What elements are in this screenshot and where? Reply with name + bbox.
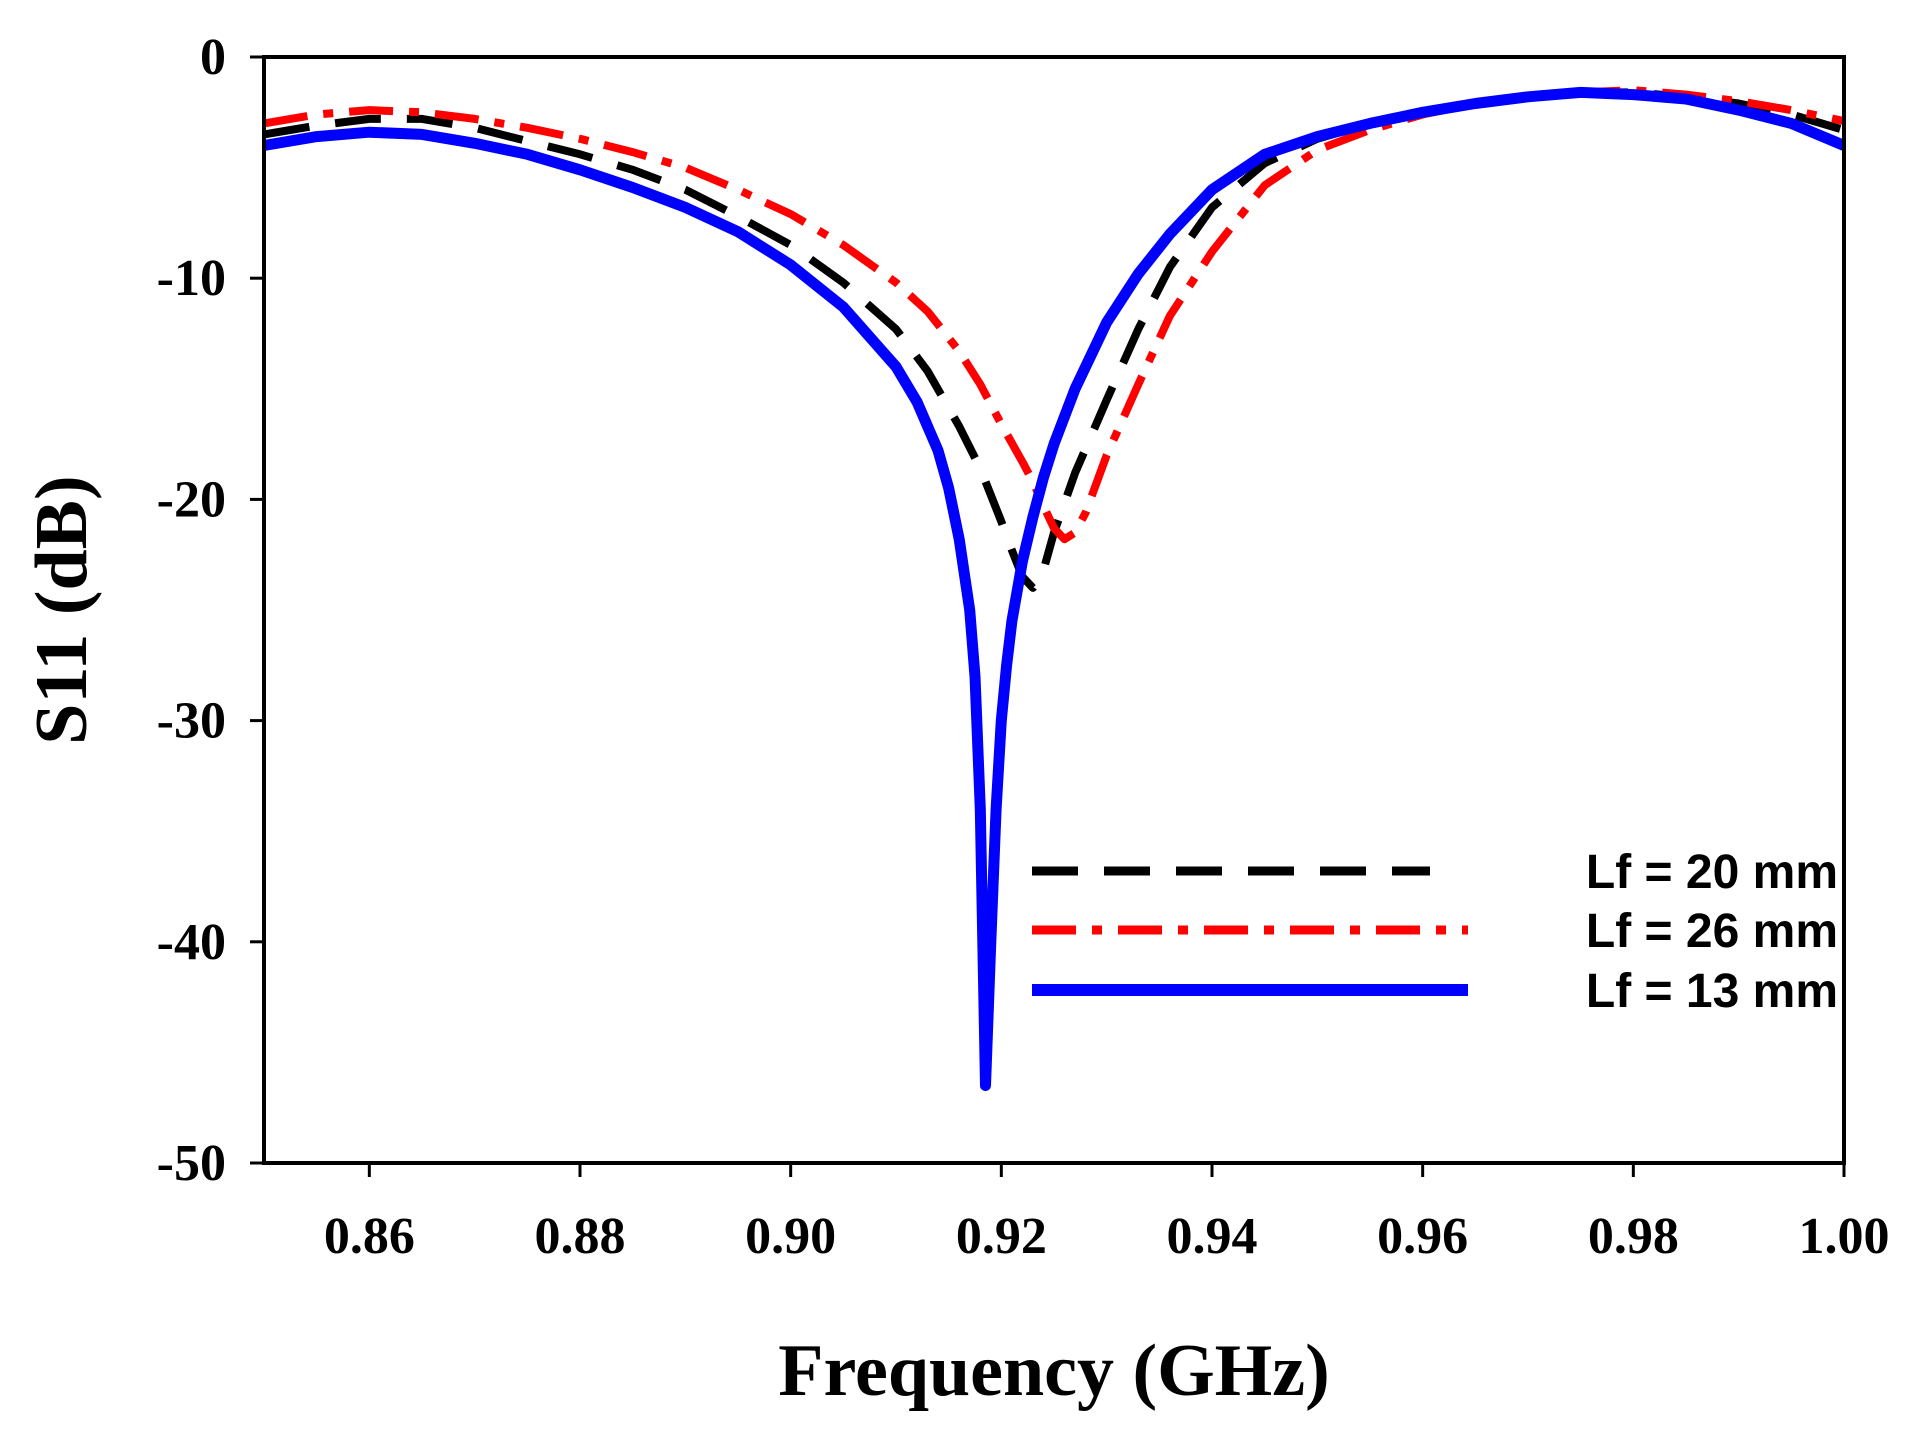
y-tick-label: 0 [200, 29, 226, 86]
x-tick-label: 1.00 [1799, 1208, 1890, 1265]
y-tick-label: -30 [157, 693, 226, 750]
series-layer [263, 86, 1847, 1092]
series-line-3 [263, 86, 1847, 1092]
legend-label: Lf = 26 mm [1586, 905, 1838, 958]
series-line-1 [263, 88, 1846, 592]
x-axis-ticks: 0.86 0.88 0.90 0.92 0.94 0.96 0.98 1.00 [324, 1163, 1890, 1265]
y-tick-label: -10 [157, 250, 226, 307]
x-tick-label: 0.86 [324, 1208, 415, 1265]
x-tick-label: 0.96 [1377, 1208, 1468, 1265]
x-tick-label: 0.92 [956, 1208, 1047, 1265]
y-tick-label: -40 [157, 914, 226, 971]
x-tick-label: 0.90 [745, 1208, 836, 1265]
y-tick-label: -20 [157, 471, 226, 528]
series-line-2 [263, 86, 1845, 544]
legend-label: Lf = 20 mm [1586, 846, 1838, 899]
y-tick-label: -50 [157, 1135, 226, 1192]
y-axis-ticks: 0 -10 -20 -30 -40 -50 [157, 29, 264, 1192]
x-tick-label: 0.98 [1588, 1208, 1679, 1265]
x-tick-label: 0.88 [535, 1208, 626, 1265]
y-axis-title: S11 (dB) [21, 475, 103, 744]
x-axis-title: Frequency (GHz) [778, 1330, 1329, 1412]
x-tick-label: 0.94 [1167, 1208, 1258, 1265]
plot-area-frame [262, 55, 1846, 1165]
legend-label: Lf = 13 mm [1586, 965, 1838, 1018]
legend: Lf = 20 mm Lf = 26 mm Lf = 13 mm [1032, 846, 1838, 1018]
